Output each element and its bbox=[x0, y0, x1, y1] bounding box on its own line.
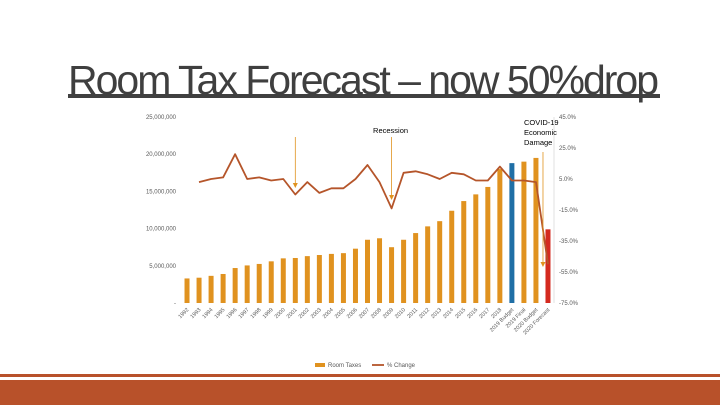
x-axis-tick-label: 2008 bbox=[370, 307, 383, 320]
bar-room-taxes bbox=[497, 169, 503, 303]
x-axis-tick-label: 2006 bbox=[346, 307, 359, 320]
x-axis-tick-label: 2004 bbox=[322, 307, 335, 320]
x-axis-tick-label: 2001 bbox=[286, 307, 299, 320]
bar-room-taxes bbox=[389, 247, 395, 303]
right-axis-tick-label: 5.0% bbox=[559, 177, 573, 183]
bar-room-taxes bbox=[256, 263, 262, 303]
left-axis-tick-label: 15,000,000 bbox=[146, 189, 177, 195]
right-axis-tick-label: -15.0% bbox=[559, 208, 579, 214]
left-axis-tick-label: 5,000,000 bbox=[149, 264, 176, 270]
bar-room-taxes bbox=[437, 221, 443, 303]
x-axis-tick-label: 2017 bbox=[478, 307, 491, 320]
annotation-covid: Damage bbox=[524, 138, 552, 147]
legend-swatch-room-taxes bbox=[315, 363, 325, 367]
left-axis-tick-label: 20,000,000 bbox=[146, 152, 177, 158]
bar-room-taxes bbox=[352, 248, 358, 303]
x-axis-tick-label: 2016 bbox=[466, 307, 479, 320]
x-axis-tick-label: 2012 bbox=[418, 307, 431, 320]
annotation-arrowhead-2001 bbox=[292, 183, 298, 188]
bar-room-taxes bbox=[184, 278, 190, 303]
bar-room-taxes bbox=[340, 253, 346, 303]
bar-room-taxes bbox=[461, 201, 467, 303]
x-axis-tick-label: 1995 bbox=[214, 307, 227, 320]
room-tax-chart: - 5,000,000 10,000,000 15,000,000 20,000,000… bbox=[146, 115, 579, 369]
bar-room-taxes bbox=[425, 226, 431, 303]
right-axis-tick-label: 45.0% bbox=[559, 115, 577, 121]
annotation-recession: Recession bbox=[373, 126, 408, 135]
annotation-covid: COVID-19 bbox=[524, 118, 559, 127]
x-axis-tick-label: 1999 bbox=[262, 307, 275, 320]
legend-label-room-taxes: Room Taxes bbox=[328, 363, 361, 369]
x-axis-tick-label: 1996 bbox=[226, 307, 239, 320]
x-axis-tick-label: 2003 bbox=[310, 307, 323, 320]
bar-room-taxes bbox=[208, 275, 214, 303]
x-axis-tick-label: 2010 bbox=[394, 307, 407, 320]
bar-room-taxes bbox=[545, 229, 551, 303]
bar-room-taxes bbox=[292, 257, 298, 303]
right-axis-tick-label: -55.0% bbox=[559, 270, 579, 276]
x-axis-tick-label: 1992 bbox=[178, 307, 191, 320]
left-axis-tick-label: 25,000,000 bbox=[146, 115, 177, 121]
right-axis-tick-label: -75.0% bbox=[559, 301, 579, 307]
x-axis-tick-label: 1997 bbox=[238, 307, 251, 320]
x-axis-tick-label: 2002 bbox=[298, 307, 311, 320]
bar-room-taxes bbox=[521, 161, 527, 303]
x-axis-tick-label: 2000 bbox=[274, 307, 287, 320]
bar-room-taxes bbox=[280, 258, 286, 303]
x-axis-tick-label: 2005 bbox=[334, 307, 347, 320]
bar-room-taxes bbox=[473, 194, 479, 303]
x-axis-tick-label: 2009 bbox=[382, 307, 395, 320]
footer-band-thin bbox=[0, 374, 720, 377]
x-axis-tick-label: 1993 bbox=[190, 307, 203, 320]
bar-room-taxes bbox=[220, 273, 226, 303]
x-axis-tick-label: 2014 bbox=[442, 307, 455, 320]
bar-room-taxes bbox=[365, 239, 370, 303]
bar-room-taxes bbox=[196, 277, 202, 303]
bar-room-taxes bbox=[328, 253, 334, 303]
bar-room-taxes bbox=[304, 256, 310, 303]
bar-room-taxes bbox=[449, 210, 455, 303]
right-axis-tick-label: 25.0% bbox=[559, 146, 577, 152]
x-axis-tick-label: 2013 bbox=[430, 307, 443, 320]
x-axis-tick-label: 2007 bbox=[358, 307, 371, 320]
bar-room-taxes bbox=[377, 238, 383, 303]
bar-room-taxes bbox=[509, 163, 515, 303]
bar-room-taxes bbox=[232, 268, 238, 303]
annotation-arrowhead-recession bbox=[389, 195, 395, 200]
annotation-covid: Economic bbox=[524, 128, 557, 137]
x-axis-tick-label: 1994 bbox=[202, 307, 215, 320]
x-axis-tick-label: 1998 bbox=[250, 307, 263, 320]
footer-band bbox=[0, 380, 720, 405]
bar-room-taxes bbox=[244, 265, 250, 303]
legend-label-pct-change: % Change bbox=[387, 363, 416, 369]
left-axis-tick-label: - bbox=[174, 301, 176, 307]
bar-room-taxes bbox=[413, 233, 419, 303]
bar-room-taxes bbox=[401, 239, 407, 303]
bar-room-taxes bbox=[485, 186, 491, 303]
bar-room-taxes bbox=[316, 255, 322, 303]
annotation-arrowhead-covid bbox=[540, 262, 546, 267]
title-underline bbox=[68, 94, 660, 98]
bar-room-taxes bbox=[268, 261, 274, 303]
pct-change-line bbox=[198, 153, 549, 265]
left-axis-tick-label: 10,000,000 bbox=[146, 227, 177, 233]
right-axis-tick-label: -35.0% bbox=[559, 239, 579, 245]
x-axis-tick-label: 2011 bbox=[406, 307, 419, 320]
x-axis-tick-label: 2015 bbox=[454, 307, 467, 320]
bar-room-taxes bbox=[533, 157, 539, 303]
